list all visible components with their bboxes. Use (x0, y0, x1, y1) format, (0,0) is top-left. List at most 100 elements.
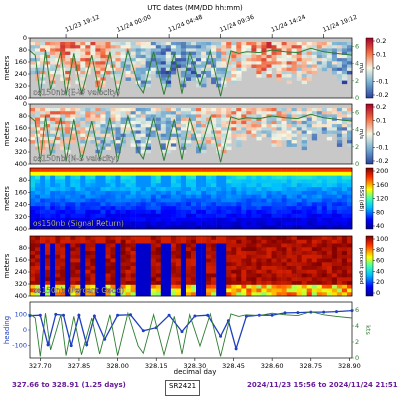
heatmap-cell (95, 127, 101, 131)
heatmap-cell (125, 198, 131, 203)
heatmap-cell (191, 292, 197, 297)
heatmap-cell (286, 213, 292, 218)
heatmap-cell (201, 146, 207, 151)
heatmap-cell (85, 58, 91, 62)
heatmap-cell (326, 254, 333, 259)
heatmap-cell (50, 221, 56, 226)
heatmap-cell (110, 262, 116, 267)
heatmap-cell (216, 171, 222, 176)
heatmap-cell (170, 187, 177, 192)
heatmap-cell (175, 206, 182, 211)
heatmap-cell (326, 51, 333, 56)
heatmap-cell (105, 168, 111, 173)
heatmap-cell (326, 171, 333, 176)
heatmap-cell (266, 168, 272, 173)
heatmap-cell (140, 48, 146, 52)
heatmap-cell (65, 67, 71, 72)
heatmap-cell (226, 54, 232, 59)
heatmap-cell (45, 251, 51, 255)
heatmap-cell (30, 130, 36, 134)
heatmap-cell (291, 51, 297, 56)
heatmap-cell (211, 58, 217, 62)
heatmap-cell (125, 183, 131, 188)
heatmap-cell (140, 213, 146, 218)
heatmap-cell (251, 120, 257, 125)
heatmap-cell (236, 269, 242, 274)
heatmap-cell (261, 209, 267, 214)
heatmap-cell (221, 179, 227, 184)
heatmap-cell (100, 120, 106, 125)
heatmap-cell (291, 258, 297, 263)
heatmap-cell (276, 183, 282, 188)
heatmap-cell (35, 64, 41, 68)
heatmap-cell (341, 288, 348, 293)
kts-tick-label: 0 (355, 354, 359, 362)
heatmap-cell (165, 247, 172, 252)
heatmap-cell (216, 117, 222, 122)
heatmap-cell (306, 239, 312, 244)
heatmap-cell (286, 58, 292, 62)
heatmap-cell (296, 51, 302, 56)
heatmap-cell (70, 130, 76, 134)
heatmap-cell (175, 236, 182, 240)
heatmap-cell (50, 120, 56, 125)
heatmap-cell (211, 140, 217, 144)
heatmap-cell (206, 273, 212, 278)
heatmap-cell (150, 288, 157, 293)
heatmap-cell (110, 171, 116, 176)
heatmap-cell (130, 194, 136, 199)
heatmap-cell (311, 171, 318, 176)
heatmap-cell (70, 45, 76, 49)
heatmap-cell (40, 175, 46, 180)
heatmap-cell (140, 269, 146, 274)
heatmap-cell (311, 258, 318, 263)
heatmap-cell (165, 239, 172, 244)
heatmap-cell (55, 67, 61, 72)
heatmap-cell (50, 262, 56, 267)
heatmap-cell (35, 288, 41, 293)
heatmap-cell (70, 206, 76, 211)
heatmap-cell (241, 45, 247, 49)
heatmap-cell (236, 187, 242, 192)
heatmap-cell (130, 74, 136, 78)
heatmap-cell (100, 258, 106, 263)
heatmap-cell (221, 120, 227, 125)
heatmap-cell (236, 251, 242, 255)
heatmap-cell (206, 206, 212, 211)
heatmap-cell (90, 281, 96, 285)
heatmap-cell (40, 108, 46, 112)
heatmap-cell (130, 48, 136, 52)
heatmap-cell (221, 277, 227, 282)
heatmap-cell (331, 225, 338, 230)
heatmap-cell (206, 64, 212, 68)
heatmap-cell (321, 67, 328, 72)
heatmap-cell (70, 64, 76, 68)
heatmap-cell (160, 67, 167, 72)
heatmap-cell (155, 187, 162, 192)
heatmap-cell (191, 194, 197, 199)
heatmap-cell (261, 284, 267, 289)
heatmap-cell (50, 179, 56, 184)
heatmap-cell (286, 77, 292, 81)
heatmap-cell (120, 140, 126, 144)
heatmap-cell (95, 74, 101, 78)
heatmap-cell (211, 225, 217, 230)
heatmap-cell (120, 171, 126, 176)
heading-point (335, 310, 338, 314)
heatmap-cell (95, 221, 101, 226)
heatmap-cell (75, 217, 81, 222)
heatmap-cell (336, 284, 343, 289)
heatmap-cell (165, 117, 172, 122)
heatmap-cell (75, 213, 81, 218)
heatmap-cell (65, 239, 71, 244)
heatmap-cell (180, 269, 187, 274)
heatmap-cell (301, 277, 307, 282)
heatmap-cell (115, 202, 121, 207)
heatmap-cell (251, 117, 257, 122)
heatmap-cell (276, 61, 282, 65)
heatmap-cell (266, 187, 272, 192)
heatmap-cell (110, 183, 116, 188)
heatmap-cell (50, 149, 56, 154)
heatmap-cell (160, 51, 167, 56)
heatmap-cell (281, 117, 287, 122)
